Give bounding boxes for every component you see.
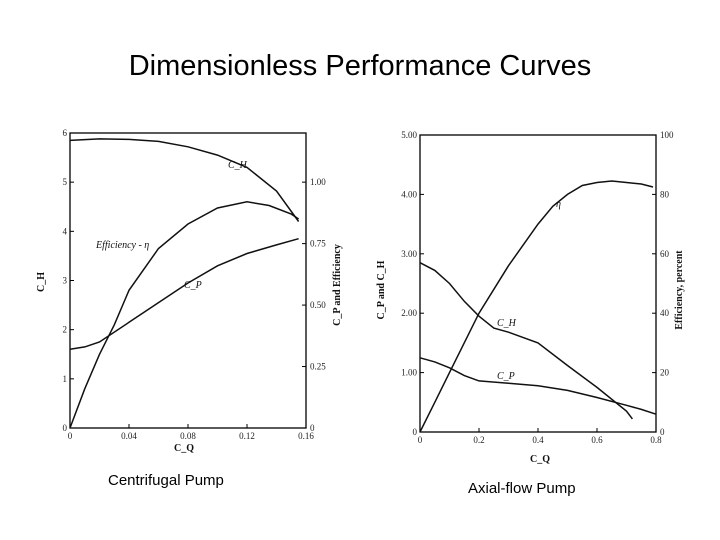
axial-x-tick-label: 0.2 (473, 435, 484, 445)
axial-x-tick-label: 0.6 (591, 435, 603, 445)
axial-y-right-tick-label: 20 (660, 368, 670, 378)
centrifugal-label-efficiency: Efficiency - η (95, 240, 149, 251)
centrifugal-caption: Centrifugal Pump (108, 472, 224, 489)
axial-label-c-p: C_P (497, 371, 515, 382)
axial-series-efficiency (419, 180, 654, 433)
axial-y-left-tick-label: 3.00 (401, 249, 417, 259)
axial-y-right-axis-label: Efficiency, percent (674, 250, 685, 330)
centrifugal-y-left-tick-label: 6 (63, 128, 68, 138)
centrifugal-chart: 0 0.04 0.08 0.12 0.16012345600.250.500.751.0… (36, 128, 343, 454)
centrifugal-y-left-tick-label: 4 (63, 226, 68, 236)
axial-y-right-tick-label: 0 (660, 427, 665, 437)
axial-caption: Axial-flow Pump (468, 480, 576, 497)
axial-label-c-h: C_H (497, 318, 517, 329)
centrifugal-x-tick-label: 0.08 (180, 431, 196, 441)
axial-label-efficiency: η (556, 199, 561, 210)
centrifugal-series-c-p (69, 237, 299, 351)
axial-y-left-tick-label: 1.00 (401, 368, 417, 378)
centrifugal-label-c-p: C_P (184, 280, 202, 291)
axial-series-c-h (419, 262, 633, 420)
centrifugal-x-tick-label: 0.16 (298, 431, 314, 441)
centrifugal-y-left-tick-label: 5 (63, 177, 68, 187)
axial-y-left-tick-label: 5.00 (401, 130, 417, 140)
centrifugal-y-left-tick-label: 0 (63, 423, 68, 433)
axial-y-left-axis-label: C_P and C_H (376, 260, 387, 319)
centrifugal-y-right-tick-label: 1.00 (310, 177, 326, 187)
centrifugal-y-left-tick-label: 2 (63, 325, 68, 335)
centrifugal-x-tick-label: 0.04 (121, 431, 137, 441)
centrifugal-y-right-tick-label: 0.75 (310, 239, 326, 249)
axial-series-c-p (419, 357, 657, 415)
centrifugal-y-left-tick-label: 1 (63, 374, 68, 384)
centrifugal-y-right-axis-label: C_P and Efficiency (332, 244, 343, 326)
axial-y-right-tick-label: 40 (660, 308, 670, 318)
axial-plot-frame (419, 134, 657, 433)
axial-y-left-tick-label: 0 (413, 427, 418, 437)
axial-y-right-tick-label: 100 (660, 130, 674, 140)
centrifugal-series-c-h (69, 138, 300, 222)
centrifugal-y-left-axis-label: C_H (36, 272, 47, 292)
centrifugal-x-axis-label: C_Q (174, 443, 194, 454)
axial-y-right-tick-label: 60 (660, 249, 670, 259)
axial-x-tick-label: 0 (418, 435, 423, 445)
axial-y-left-tick-label: 4.00 (401, 189, 417, 199)
centrifugal-series-efficiency (69, 201, 300, 429)
centrifugal-y-right-tick-label: 0 (310, 423, 315, 433)
axial-x-tick-label: 0.4 (532, 435, 544, 445)
axial-x-tick-label: 0.8 (650, 435, 662, 445)
axial-y-left-tick-label: 2.00 (401, 308, 417, 318)
centrifugal-y-right-tick-label: 0.50 (310, 300, 326, 310)
axial-x-axis-label: C_Q (530, 454, 550, 465)
centrifugal-y-right-tick-label: 0.25 (310, 362, 326, 372)
page-title: Dimensionless Performance Curves (128, 50, 592, 82)
axial-chart: 0 0.2 0.4 0.6 0.801.002.003.004.005.00020406… (376, 130, 685, 465)
centrifugal-x-tick-label: 0.12 (239, 431, 255, 441)
centrifugal-y-left-tick-label: 3 (63, 276, 68, 286)
centrifugal-label-c-h: C_H (228, 160, 248, 171)
centrifugal-x-tick-label: 0 (68, 431, 73, 441)
axial-y-right-tick-label: 80 (660, 189, 670, 199)
